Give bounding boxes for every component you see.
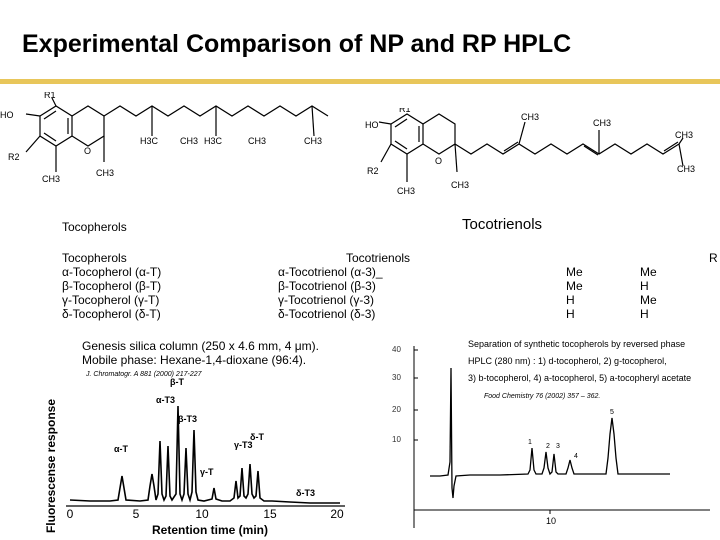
r1-column: Me Me H H <box>566 265 583 321</box>
r-column-header: R <box>709 251 718 265</box>
r1-value: Me <box>566 279 583 293</box>
ch3-label-b: CH3 <box>593 118 611 128</box>
h3c-label-2: H3C <box>204 136 223 146</box>
tocopherols-list-heading: Tocopherols <box>62 251 127 265</box>
r2-label: R2 <box>8 152 20 162</box>
rp-chromatogram: 40 30 20 10 1 2 3 4 5 10 <box>392 345 710 528</box>
r1-value: H <box>566 293 575 307</box>
ho-label: HO <box>0 110 14 120</box>
x-tick-label: 10 <box>546 516 556 526</box>
x-tick-label: 20 <box>330 507 344 521</box>
ch3-label-a: CH3 <box>521 112 539 122</box>
tocotrienols-list-heading: Tocotrienols <box>346 251 411 265</box>
tocotrienols-list: Tocotrienols α-Tocotrienol (α-3)_ β-Toco… <box>278 251 410 321</box>
ho-label: HO <box>365 120 379 130</box>
peak-label: δ-T <box>250 432 264 442</box>
np-reference: J. Chromatogr. A 881 (2000) 217-227 <box>86 371 202 378</box>
list-item: β-Tocotrienol (β-3) <box>278 279 376 293</box>
peak-label: 1 <box>528 439 532 446</box>
r2-value: Me <box>640 265 657 279</box>
title-underline <box>0 79 720 84</box>
peak-label: α-T3 <box>156 395 175 405</box>
y-tick-label: 30 <box>392 373 401 382</box>
peak-label: δ-T3 <box>296 488 315 498</box>
list-item: α-Tocopherol (α-T) <box>62 265 162 279</box>
rp-description: Separation of synthetic tocopherols by r… <box>468 339 686 349</box>
np-mobile-phase: Mobile phase: Hexane-1,4-dioxane (96:4). <box>82 353 307 367</box>
y-tick-label: 40 <box>392 345 401 354</box>
page-title: Experimental Comparison of NP and RP HPL… <box>22 30 572 58</box>
np-chromatogram: Fluorescense response α-T α-T3 β-T β-T3 … <box>44 377 345 537</box>
ch3-label-c: CH3 <box>675 130 693 140</box>
r1-label: R1 <box>44 92 56 100</box>
ch3-bottom-label: CH3 <box>397 186 415 196</box>
peak-label: 2 <box>546 443 550 450</box>
r1-value: H <box>566 307 575 321</box>
tocopherols-heading: Tocopherols <box>62 220 127 234</box>
oxygen-label: O <box>84 146 91 156</box>
r1-label: R1 <box>399 108 411 114</box>
r2-column: Me H Me H <box>640 265 657 321</box>
list-item: α-Tocotrienol (α-3)_ <box>278 265 383 279</box>
tocotrienol-structure: R1 HO R2 O CH3 CH3 CH3 CH3 CH3 CH3 <box>365 108 695 196</box>
list-item: γ-Tocopherol (γ-T) <box>62 293 160 307</box>
peak-label: 5 <box>610 409 614 416</box>
x-tick-label: 5 <box>133 507 140 521</box>
ch3-bottom-label: CH3 <box>42 174 60 184</box>
oxygen-label: O <box>435 156 442 166</box>
np-y-axis-label: Fluorescense response <box>44 399 58 533</box>
rp-peak-assignments: 3) b-tocopherol, 4) a-tocopherol, 5) a-t… <box>468 373 692 383</box>
rp-conditions: HPLC (280 nm) : 1) d-tocopherol, 2) g-to… <box>468 356 667 366</box>
y-tick-label: 20 <box>392 405 401 414</box>
peak-label: 4 <box>574 453 578 460</box>
list-item: γ-Tocotrienol (γ-3) <box>278 293 375 307</box>
ch3-ring-label: CH3 <box>96 168 114 178</box>
tocopherols-list: Tocopherols α-Tocopherol (α-T) β-Tocophe… <box>62 251 161 321</box>
list-item: δ-Tocopherol (δ-T) <box>62 307 161 321</box>
ch3-label-a: CH3 <box>180 136 198 146</box>
r2-label: R2 <box>367 166 379 176</box>
list-item: δ-Tocotrienol (δ-3) <box>278 307 376 321</box>
ch3-ring-label: CH3 <box>451 180 469 190</box>
ch3-end-label: CH3 <box>304 136 322 146</box>
ch3-end-label: CH3 <box>677 164 695 174</box>
peak-label: β-T3 <box>178 414 197 424</box>
peak-label: γ-T <box>200 467 214 477</box>
np-x-axis-label: Retention time (min) <box>152 523 268 537</box>
np-column-description: Genesis silica column (250 x 4.6 mm, 4 μ… <box>82 339 319 353</box>
r2-value: Me <box>640 293 657 307</box>
x-tick-label: 0 <box>67 507 74 521</box>
tocopherol-structure: R1 HO R2 O CH3 CH3 H3C CH3 H3C CH3 CH3 <box>0 92 329 184</box>
peak-label: α-T <box>114 444 129 454</box>
r2-value: H <box>640 279 649 293</box>
tocotrienols-heading: Tocotrienols <box>462 216 543 233</box>
x-tick-label: 15 <box>263 507 277 521</box>
peak-label: γ-T3 <box>234 440 253 450</box>
rp-reference: Food Chemistry 76 (2002) 357 – 362. <box>484 393 601 400</box>
r1-value: Me <box>566 265 583 279</box>
y-tick-label: 10 <box>392 435 401 444</box>
peak-label: β-T <box>170 377 184 387</box>
peak-label: 3 <box>556 443 560 450</box>
r2-value: H <box>640 307 649 321</box>
h3c-label-1: H3C <box>140 136 159 146</box>
x-tick-label: 10 <box>195 507 209 521</box>
ch3-label-b: CH3 <box>248 136 266 146</box>
list-item: β-Tocopherol (β-T) <box>62 279 162 293</box>
